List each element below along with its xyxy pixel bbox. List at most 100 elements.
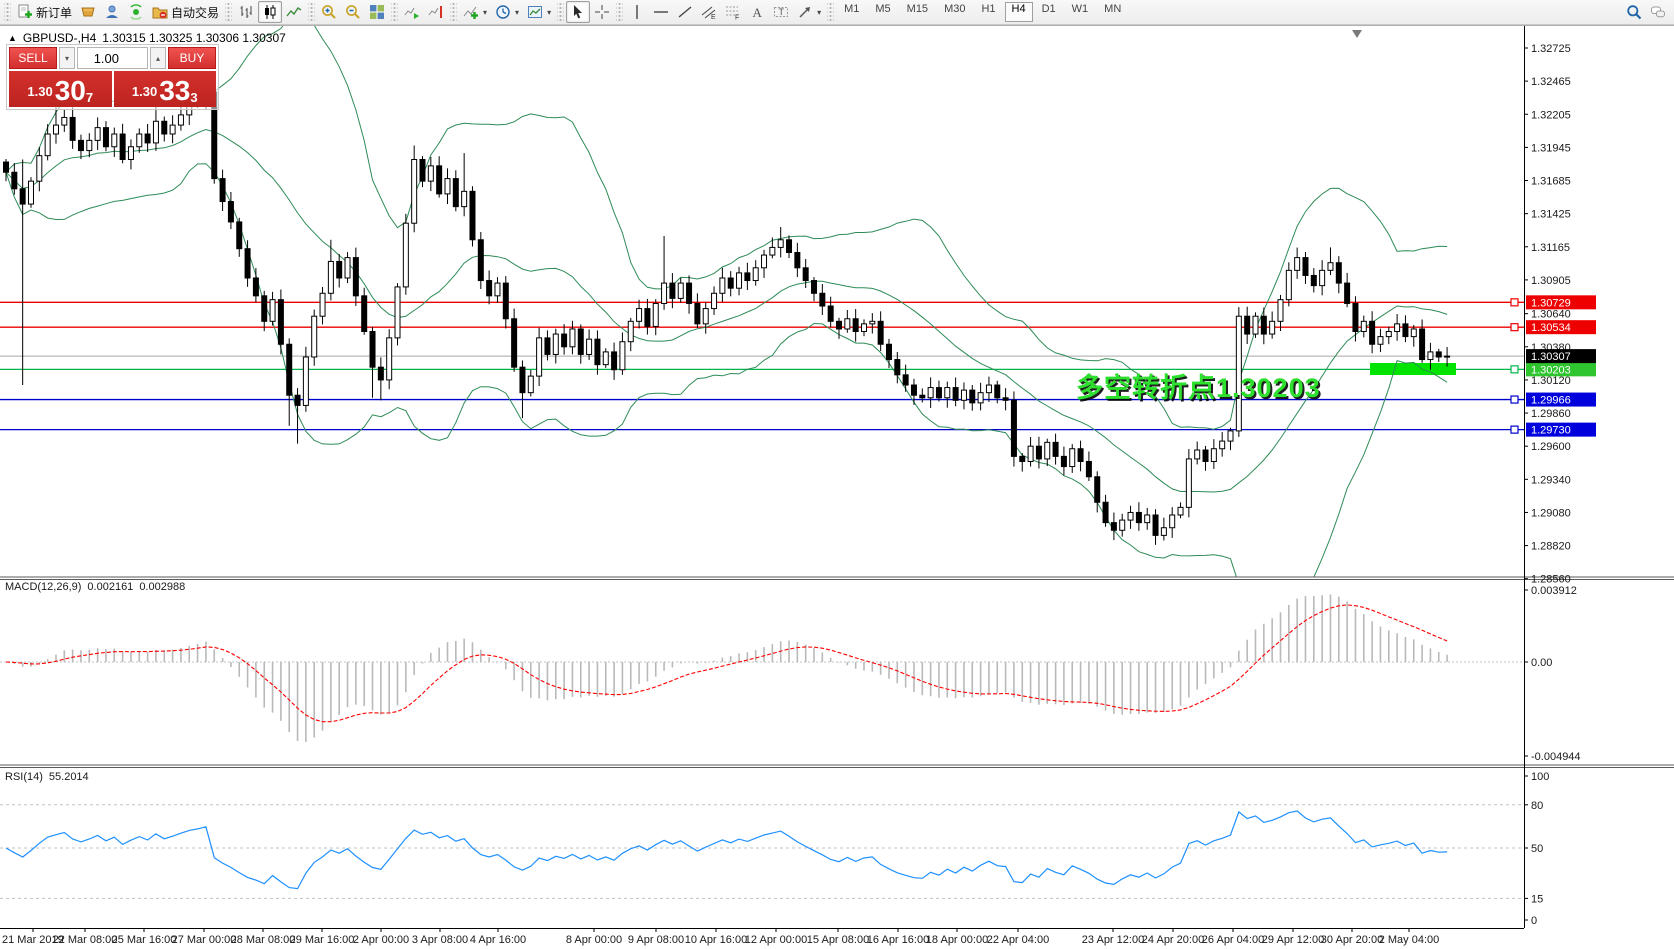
line-end-handle[interactable] [1510,365,1519,374]
candle-body [77,139,84,152]
candle-body [894,359,901,376]
sell-price-box[interactable]: 1.30 30 7 [9,71,112,107]
candle-body [1244,315,1251,335]
buy-button[interactable]: BUY [168,47,216,69]
collapse-triangle-icon[interactable]: ▲ [8,33,17,43]
candle-body [1335,262,1342,284]
candle-body [1085,460,1092,478]
candle-body [1194,449,1201,460]
toolbar-group-handle[interactable] [308,3,316,21]
cursor-icon [570,4,586,20]
candle-body [910,384,917,396]
text-label-button[interactable]: T [769,1,793,23]
search-button[interactable] [1626,4,1642,20]
price-pane[interactable] [0,25,1524,610]
toolbar-group-handle[interactable] [225,3,233,21]
dropdown-caret-icon[interactable]: ▾ [515,7,520,17]
bar-chart-button[interactable] [234,1,258,23]
trendline-button[interactable] [673,1,697,23]
market-watch-button[interactable] [76,1,100,23]
volume-input[interactable]: 1.00 [77,47,148,69]
candle-body [461,190,468,208]
new-order-icon [17,4,33,20]
volume-increase-button[interactable]: ▴ [150,47,166,69]
templates-button[interactable]: ▾ [523,1,555,23]
toolbar-group-handle[interactable] [557,3,565,21]
timeframe-m30-button[interactable]: M30 [944,3,966,15]
crosshair-button[interactable] [590,1,614,23]
chart-shift-button[interactable] [424,1,448,23]
line-end-handle[interactable] [1510,298,1519,307]
channel-button[interactable]: E [697,1,721,23]
candle-body [136,133,143,148]
zoom-out-button[interactable] [341,1,365,23]
line-end-handle[interactable] [1510,395,1519,404]
candle-body [119,133,126,160]
candle-body [236,221,243,250]
buy-price-box[interactable]: 1.30 33 3 [113,71,216,107]
time-axis-label: 27 Mar 00:00 [172,934,237,946]
auto-trading-button[interactable]: 自动交易 [148,1,223,23]
candle-body [1044,441,1051,460]
timeframe-mn-button[interactable]: MN [1104,3,1122,15]
candle-body [402,222,409,288]
rsi-label: RSI(14) 55.2014 [5,771,89,783]
timeframe-m5-button[interactable]: M5 [875,3,891,15]
candle-body [69,116,76,141]
text-button[interactable]: A [745,1,769,23]
toolbar-group-handle[interactable] [4,3,11,21]
highlight-rectangle-object[interactable] [1370,363,1456,375]
price-axis[interactable]: 1.32725 1.32465 1.32205 1.31945 1.31685 1.314… [1524,43,1581,927]
fibonacci-button[interactable]: F [721,1,745,23]
chart-background [0,25,1674,949]
line-end-handle[interactable] [1510,323,1519,332]
periods-button[interactable]: ▾ [491,1,523,23]
signals-button[interactable] [124,1,148,23]
toolbar-group-handle[interactable] [450,3,458,21]
chart-annotation-text[interactable]: 多空转折点1.30203 [1076,373,1321,403]
line-chart-button[interactable] [282,1,306,23]
toolbar-group-handle[interactable] [827,3,835,21]
candlestick-button[interactable] [258,1,283,23]
auto-scroll-button[interactable] [400,1,424,23]
zoom-in-button[interactable] [317,1,341,23]
dropdown-caret-icon[interactable]: ▾ [547,7,552,17]
candle-body [469,190,476,241]
time-axis-label: 10 Apr 16:00 [685,934,747,946]
toolbar-group-handle[interactable] [391,3,399,21]
chat-button[interactable] [1650,4,1666,20]
indicators-button[interactable]: ▾ [459,1,491,23]
candle-body [1369,320,1376,345]
volume-decrease-button[interactable]: ▾ [59,47,75,69]
macd-pane[interactable] [0,594,1524,743]
candle-body [361,295,368,333]
chart-canvas[interactable]: 1.32725 1.32465 1.32205 1.31945 1.31685 1.314… [0,25,1674,949]
timeframe-h4-button[interactable]: H4 [1004,2,1033,22]
horizontal-line-button[interactable] [649,1,673,23]
crosshair-icon [594,4,610,20]
rsi-pane[interactable] [0,804,1524,899]
timeframe-w1-button[interactable]: W1 [1071,3,1089,15]
chart-shift-marker[interactable] [1352,30,1362,38]
line-end-handle[interactable] [1510,425,1519,434]
sell-button[interactable]: SELL [9,47,57,69]
macd-axis-label: -0.004944 [1531,751,1581,763]
arrows-button[interactable]: ▾ [793,1,825,23]
timeframe-m1-button[interactable]: M1 [844,3,860,15]
candle-body [827,305,834,322]
dropdown-caret-icon[interactable]: ▾ [483,7,488,17]
market-watch-icon [80,4,96,20]
cursor-button[interactable] [566,1,591,23]
tile-windows-button[interactable] [365,1,389,23]
toolbar-group-handle[interactable] [616,3,624,21]
timeframe-m15-button[interactable]: M15 [906,3,929,15]
vline-icon [629,4,645,20]
svg-text:F: F [735,15,739,21]
profile-button[interactable] [100,1,124,23]
timeframe-h1-button[interactable]: H1 [981,3,996,15]
new-order-button[interactable]: 新订单 [13,1,76,23]
timeframe-d1-button[interactable]: D1 [1041,3,1056,15]
vertical-line-button[interactable] [625,1,649,23]
dropdown-caret-icon[interactable]: ▾ [817,7,822,17]
